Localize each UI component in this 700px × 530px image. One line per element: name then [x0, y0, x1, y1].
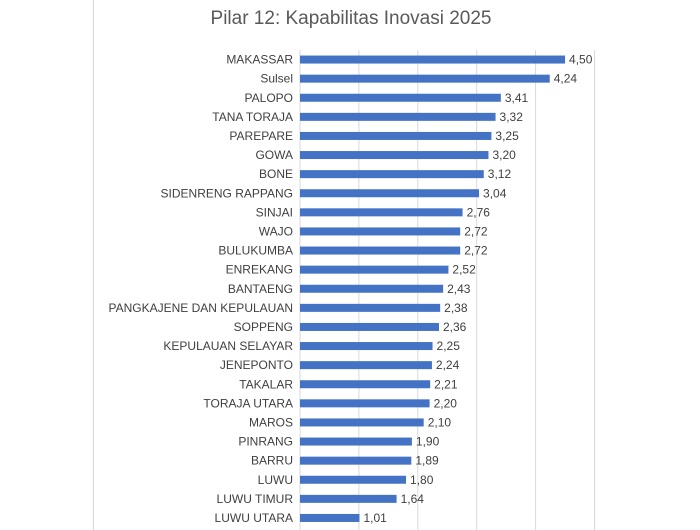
category-label-18: TORAJA UTARA: [203, 396, 293, 410]
category-label-3: TANA TORAJA: [212, 110, 293, 124]
bar-12: [300, 284, 444, 293]
category-label-14: SOPPENG: [234, 320, 293, 334]
category-label-12: BANTAENG: [228, 282, 293, 296]
category-label-1: Sulsel: [260, 72, 293, 86]
bar-21: [300, 456, 412, 465]
value-label-5: 3,20: [492, 148, 516, 162]
value-label-1: 4,24: [554, 72, 578, 86]
bar-10: [300, 246, 461, 255]
bar-9: [300, 227, 461, 236]
category-label-4: PAREPARE: [229, 129, 293, 143]
bar-24: [300, 513, 360, 522]
value-label-12: 2,43: [447, 282, 471, 296]
bar-15: [300, 342, 433, 351]
category-label-8: SINJAI: [256, 205, 293, 219]
bar-2: [300, 93, 501, 102]
category-label-13: PANGKAJENE DAN KEPULAUAN: [109, 301, 294, 315]
category-label-10: BULUKUMBA: [218, 244, 293, 258]
bar-4: [300, 131, 492, 140]
bar-14: [300, 322, 440, 331]
bar-20: [300, 437, 412, 446]
bar-16: [300, 361, 432, 370]
category-label-2: PALOPO: [245, 91, 293, 105]
category-label-5: GOWA: [255, 148, 293, 162]
bar-8: [300, 208, 463, 217]
bar-7: [300, 189, 480, 198]
category-label-7: SIDENRENG RAPPANG: [161, 186, 293, 200]
value-label-14: 2,36: [443, 320, 467, 334]
bar-17: [300, 380, 431, 389]
bar-5: [300, 151, 489, 160]
bar-18: [300, 399, 430, 408]
value-label-6: 3,12: [488, 167, 512, 181]
category-label-6: BONE: [259, 167, 293, 181]
value-label-20: 1,90: [416, 435, 440, 449]
category-label-24: LUWU UTARA: [215, 511, 293, 525]
value-label-8: 2,76: [467, 205, 491, 219]
category-label-17: TAKALAR: [239, 377, 293, 391]
value-label-18: 2,20: [434, 396, 458, 410]
chart-title: Pilar 12: Kapabilitas Inovasi 2025: [210, 8, 492, 29]
category-label-21: BARRU: [251, 454, 293, 468]
chart-frame: [93, 0, 700, 530]
category-label-11: ENREKANG: [226, 263, 293, 277]
value-label-17: 2,21: [434, 377, 458, 391]
value-label-22: 1,80: [410, 473, 434, 487]
category-label-22: LUWU: [258, 473, 293, 487]
value-label-15: 2,25: [437, 339, 461, 353]
value-label-7: 3,04: [483, 186, 507, 200]
category-label-9: WAJO: [259, 224, 293, 238]
bar-19: [300, 418, 424, 427]
category-label-19: MAROS: [249, 415, 293, 429]
bar-23: [300, 494, 397, 503]
category-label-0: MAKASSAR: [226, 53, 293, 67]
value-label-13: 2,38: [444, 301, 468, 315]
value-label-11: 2,52: [452, 263, 476, 277]
value-label-9: 2,72: [464, 224, 488, 238]
value-label-0: 4,50: [569, 53, 593, 67]
value-label-10: 2,72: [464, 244, 488, 258]
value-label-3: 3,32: [500, 110, 524, 124]
value-label-16: 2,24: [436, 358, 460, 372]
category-label-15: KEPULAUAN SELAYAR: [163, 339, 293, 353]
value-label-4: 3,25: [495, 129, 519, 143]
category-label-16: JENEPONTO: [220, 358, 293, 372]
bar-22: [300, 475, 407, 484]
value-label-2: 3,41: [505, 91, 529, 105]
category-label-23: LUWU TIMUR: [217, 492, 294, 506]
value-label-23: 1,64: [401, 492, 425, 506]
bar-13: [300, 303, 441, 312]
value-label-19: 2,10: [428, 415, 452, 429]
bar-6: [300, 170, 484, 179]
bar-3: [300, 112, 496, 121]
category-label-20: PINRANG: [238, 435, 293, 449]
bar-0: [300, 55, 566, 64]
bar-1: [300, 74, 550, 83]
value-label-24: 1,01: [363, 511, 387, 525]
value-label-21: 1,89: [415, 454, 439, 468]
bar-11: [300, 265, 449, 274]
